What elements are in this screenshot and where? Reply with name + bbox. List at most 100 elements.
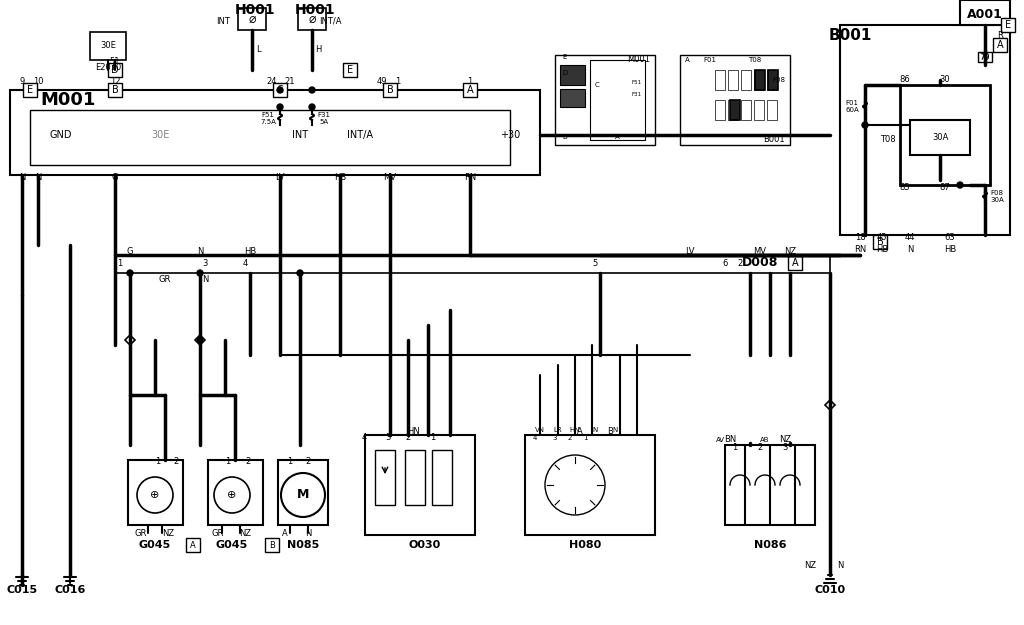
Text: 2: 2 — [406, 434, 411, 442]
Text: 2: 2 — [245, 458, 250, 466]
Text: 1: 1 — [583, 435, 587, 441]
Bar — [715, 100, 725, 120]
Text: 85: 85 — [900, 184, 910, 192]
Text: A: A — [467, 85, 473, 95]
Text: N085: N085 — [287, 540, 319, 550]
Bar — [993, 38, 1007, 52]
Circle shape — [278, 104, 283, 110]
Text: B: B — [112, 85, 119, 95]
Text: D008: D008 — [741, 256, 778, 269]
Text: G045: G045 — [139, 540, 171, 550]
Text: +30: +30 — [500, 130, 520, 140]
Text: B001: B001 — [828, 28, 871, 43]
Text: 10: 10 — [33, 78, 43, 86]
Bar — [10, 90, 540, 175]
Text: LV: LV — [275, 173, 285, 181]
Text: M: M — [297, 489, 309, 501]
Circle shape — [309, 104, 315, 110]
Bar — [273, 83, 287, 97]
Text: AV: AV — [716, 437, 725, 443]
Text: 3: 3 — [203, 259, 208, 269]
Text: 45: 45 — [877, 232, 887, 241]
Bar — [715, 70, 725, 90]
Bar — [108, 83, 122, 97]
Text: ⌀: ⌀ — [248, 12, 256, 26]
Text: GR: GR — [135, 529, 147, 538]
Text: NZ: NZ — [779, 436, 792, 444]
Text: F31: F31 — [317, 112, 331, 118]
Bar — [525, 435, 655, 535]
Text: 60A: 60A — [845, 107, 859, 113]
Bar — [1001, 18, 1015, 32]
Bar — [463, 83, 477, 97]
Circle shape — [127, 270, 133, 276]
Bar — [767, 70, 777, 90]
Bar — [186, 538, 200, 552]
Text: A: A — [615, 134, 620, 140]
Text: 3: 3 — [553, 435, 557, 441]
Text: 44: 44 — [905, 232, 915, 241]
Text: RN: RN — [464, 173, 476, 181]
Bar — [343, 63, 357, 77]
Text: NZ: NZ — [239, 529, 251, 538]
Text: N: N — [592, 427, 598, 433]
Text: 2: 2 — [305, 458, 310, 466]
Text: G045: G045 — [216, 540, 248, 550]
Bar — [840, 25, 1010, 235]
Text: C015: C015 — [6, 585, 38, 595]
Bar — [873, 235, 887, 249]
Bar — [128, 460, 183, 525]
Bar — [754, 70, 764, 90]
Text: C016: C016 — [54, 585, 86, 595]
Text: 51: 51 — [110, 58, 120, 66]
Bar — [278, 460, 328, 525]
Text: 86: 86 — [900, 76, 910, 84]
Text: 9: 9 — [19, 78, 25, 86]
Text: HN: HN — [569, 427, 581, 433]
Circle shape — [278, 87, 283, 93]
Text: B: B — [607, 428, 613, 436]
Text: 79: 79 — [981, 54, 989, 60]
Bar — [365, 435, 475, 535]
Bar — [30, 110, 510, 165]
Text: 1: 1 — [225, 458, 230, 466]
Text: HB: HB — [334, 173, 346, 181]
Text: F51: F51 — [632, 81, 642, 86]
Text: 2: 2 — [568, 435, 572, 441]
Text: HB: HB — [876, 246, 888, 254]
Text: N086: N086 — [754, 540, 786, 550]
Text: INT: INT — [292, 130, 308, 140]
Text: 3: 3 — [782, 442, 787, 451]
Text: 1: 1 — [395, 78, 400, 86]
Bar — [728, 100, 738, 120]
Text: GND: GND — [50, 130, 73, 140]
Bar — [730, 100, 740, 120]
Text: A: A — [792, 258, 799, 268]
Text: A: A — [685, 57, 690, 63]
Text: N: N — [18, 173, 26, 181]
Text: F31: F31 — [632, 92, 642, 98]
Text: E: E — [27, 85, 33, 95]
Text: A001: A001 — [967, 9, 1002, 21]
Text: D: D — [562, 70, 567, 76]
Text: 12: 12 — [110, 78, 120, 86]
Text: 6: 6 — [722, 259, 728, 269]
Text: 18: 18 — [855, 232, 865, 241]
Bar — [728, 70, 738, 90]
Text: G: G — [112, 173, 118, 181]
Bar — [115, 255, 830, 273]
Bar — [375, 450, 395, 505]
Text: 21: 21 — [285, 78, 295, 86]
Text: HB: HB — [244, 248, 256, 256]
Circle shape — [297, 270, 303, 276]
Text: E: E — [562, 54, 566, 60]
Text: HB: HB — [944, 246, 956, 254]
Text: 7.5A: 7.5A — [260, 119, 275, 125]
Text: MV: MV — [384, 173, 396, 181]
Text: B: B — [269, 541, 274, 549]
Text: 5A: 5A — [319, 119, 329, 125]
Bar — [767, 100, 777, 120]
Circle shape — [862, 122, 868, 128]
Text: 1: 1 — [732, 442, 737, 451]
Text: VN: VN — [535, 427, 545, 433]
